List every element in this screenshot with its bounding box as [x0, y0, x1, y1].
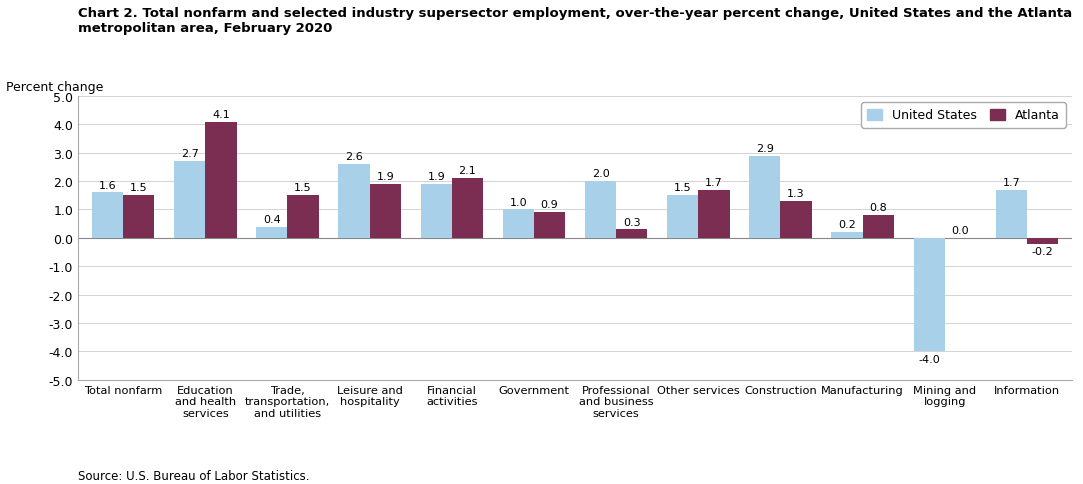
- Text: 2.0: 2.0: [591, 169, 610, 179]
- Text: 1.7: 1.7: [705, 178, 722, 187]
- Legend: United States, Atlanta: United States, Atlanta: [861, 103, 1066, 128]
- Bar: [92, 193, 123, 239]
- Text: 0.2: 0.2: [838, 220, 856, 230]
- Bar: [667, 196, 699, 239]
- Text: 0.9: 0.9: [540, 200, 559, 210]
- Bar: [206, 122, 236, 239]
- Bar: [174, 162, 206, 239]
- Bar: [123, 196, 155, 239]
- Bar: [287, 196, 318, 239]
- Bar: [995, 190, 1027, 239]
- Text: 0.4: 0.4: [263, 214, 280, 224]
- Text: 1.3: 1.3: [787, 189, 805, 199]
- Text: 1.6: 1.6: [99, 180, 116, 190]
- Text: metropolitan area, February 2020: metropolitan area, February 2020: [78, 22, 332, 35]
- Text: 1.9: 1.9: [428, 172, 445, 182]
- Bar: [699, 190, 730, 239]
- Text: 1.5: 1.5: [130, 183, 147, 193]
- Text: -4.0: -4.0: [918, 354, 940, 364]
- Bar: [369, 184, 401, 239]
- Text: 4.1: 4.1: [212, 109, 230, 120]
- Bar: [832, 233, 863, 239]
- Text: Percent change: Percent change: [6, 81, 104, 94]
- Bar: [781, 201, 811, 239]
- Bar: [914, 239, 944, 351]
- Bar: [257, 227, 287, 239]
- Bar: [452, 179, 483, 239]
- Bar: [534, 213, 565, 239]
- Text: 2.6: 2.6: [345, 152, 363, 162]
- Bar: [420, 184, 452, 239]
- Bar: [503, 210, 534, 239]
- Text: 0.3: 0.3: [623, 217, 640, 227]
- Text: 1.0: 1.0: [510, 197, 527, 207]
- Text: Source: U.S. Bureau of Labor Statistics.: Source: U.S. Bureau of Labor Statistics.: [78, 469, 310, 482]
- Text: 1.7: 1.7: [1003, 178, 1020, 187]
- Text: 0.8: 0.8: [870, 203, 887, 213]
- Text: Chart 2. Total nonfarm and selected industry supersector employment, over-the-ye: Chart 2. Total nonfarm and selected indu…: [78, 7, 1072, 20]
- Bar: [616, 230, 648, 239]
- Text: 2.7: 2.7: [181, 149, 198, 159]
- Bar: [339, 165, 369, 239]
- Text: 2.9: 2.9: [756, 143, 774, 153]
- Bar: [749, 156, 781, 239]
- Text: -0.2: -0.2: [1032, 247, 1054, 257]
- Text: 0.0: 0.0: [952, 226, 969, 236]
- Bar: [863, 216, 893, 239]
- Text: 2.1: 2.1: [458, 166, 477, 176]
- Text: 1.9: 1.9: [377, 172, 394, 182]
- Text: 1.5: 1.5: [674, 183, 692, 193]
- Text: 1.5: 1.5: [295, 183, 312, 193]
- Bar: [1027, 239, 1058, 244]
- Bar: [585, 182, 616, 239]
